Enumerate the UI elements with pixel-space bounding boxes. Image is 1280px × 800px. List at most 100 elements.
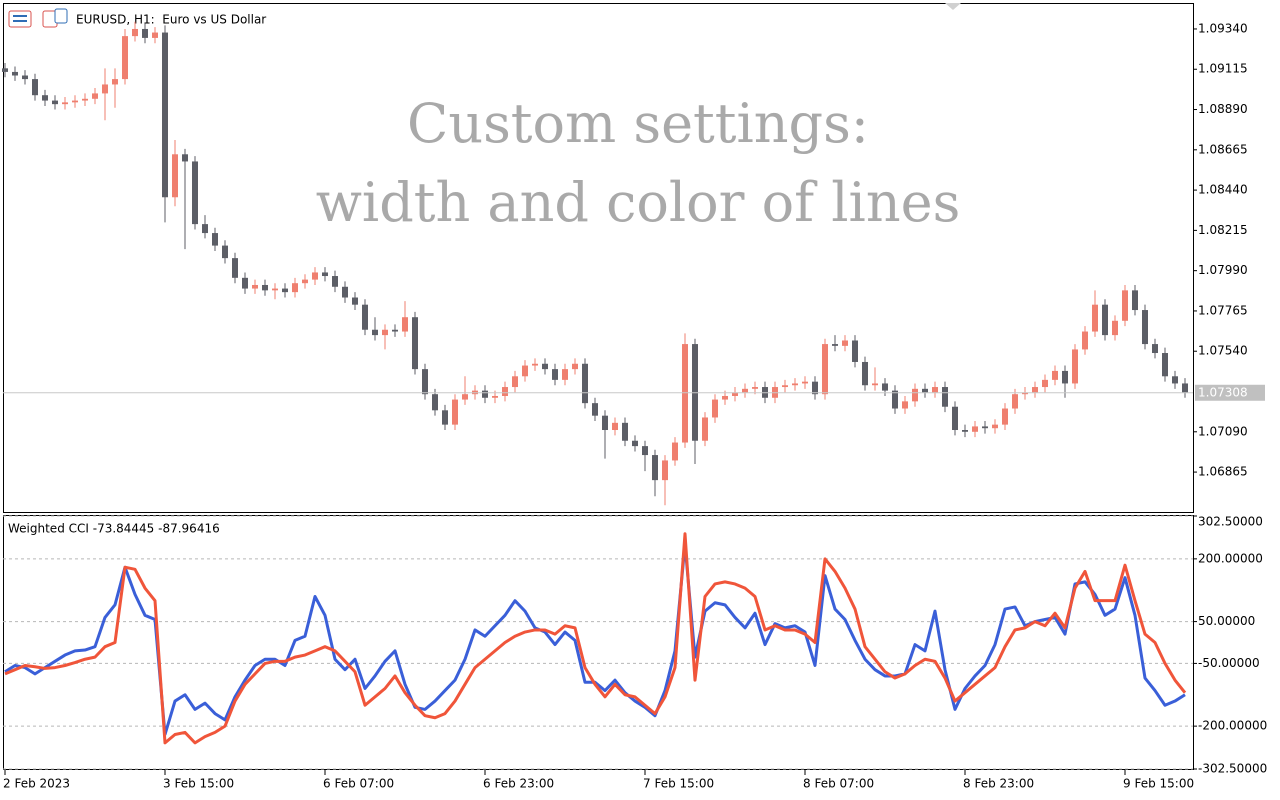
indicator-panel [3,515,1194,770]
candle-body [682,344,688,443]
candle-body [572,363,578,370]
candle-body [882,383,888,391]
candle-body [1142,310,1148,345]
candle-body [1102,304,1108,336]
candle-body [552,369,558,380]
candle-body [972,426,978,432]
candle-body [152,32,158,38]
y-tick-label: 50.00000 [1198,614,1255,628]
candle-body [902,401,908,409]
y-tick-label: 1.06865 [1198,465,1248,479]
candle-body [632,440,638,447]
y-tick-label: -50.00000 [1198,656,1260,670]
candle-body [112,79,118,85]
candle-body [72,100,78,103]
y-tick-label: 1.07090 [1198,424,1248,438]
candle-body [612,422,618,431]
candle-body [712,399,718,418]
candle-body [1002,408,1008,425]
chart-title: EURUSD, H1: Euro vs US Dollar [76,13,266,27]
x-tick-label: 9 Feb 15:00 [1123,777,1194,791]
candle-body [122,36,128,80]
current-price-label: 1.07308 [1198,385,1248,399]
candle-body [562,369,568,380]
candle-body [672,442,678,461]
candle-body [642,446,648,456]
candle-body [252,284,258,289]
candle-body [202,224,208,234]
candle-body [662,460,668,481]
candle-body [362,304,368,330]
candle-body [1172,376,1178,384]
candle-body [62,102,68,105]
candle-body [502,387,508,396]
shift-marker [945,3,961,10]
icon [54,8,68,24]
candle-body [322,272,328,277]
candle-body [372,329,378,336]
candle-body [1032,387,1038,393]
candle-body [302,279,308,284]
candle-body [482,390,488,398]
candle-body [1092,304,1098,332]
candle-body [452,399,458,425]
candle-body [352,297,358,305]
candle-body [592,403,598,416]
x-tick-label: 7 Feb 15:00 [643,777,714,791]
candle-body [132,28,138,37]
candle-body [842,340,848,346]
candle-body [542,363,548,370]
x-tick-label: 2 Feb 2023 [3,777,70,791]
candle-body [232,258,238,278]
y-tick-label: 1.08665 [1198,142,1248,156]
candle-body [792,383,798,386]
candle-body [1082,331,1088,350]
x-tick-label: 6 Feb 07:00 [323,777,394,791]
candle-body [1122,290,1128,321]
annotation: Custom settings: [407,92,869,155]
candle-body [1132,290,1138,311]
candle-body [12,71,18,76]
candle-body [402,317,408,332]
candle-body [172,154,178,198]
candle-body [332,276,338,287]
candle-body [582,363,588,404]
candle-body [1162,353,1168,377]
candle-body [512,376,518,388]
candle-body [262,284,268,291]
candle-body [442,410,448,425]
candle-body [52,100,58,105]
candle-body [342,286,348,298]
candle-body [942,387,948,407]
candle-body [272,288,278,291]
candle-body [822,344,828,395]
icon [8,10,32,28]
candle-body [392,329,398,332]
candle-body [1012,394,1018,409]
candle-body [162,32,168,198]
candle-body [832,344,838,346]
candle-body [422,369,428,395]
candle-body [2,68,8,72]
candle-body [492,395,498,398]
candle-body [852,340,858,362]
candle-body [892,390,898,409]
candle-body [872,383,878,386]
candle-body [752,387,758,389]
y-tick-label: 1.09115 [1198,62,1248,76]
candle-body [702,417,708,441]
candle-body [82,98,88,101]
candle-body [1072,349,1078,384]
candle-body [192,161,198,225]
y-tick-label: -200.00000 [1198,719,1267,733]
candle-body [862,361,868,386]
y-tick-label: 302.50000 [1198,515,1263,529]
x-tick-label: 8 Feb 07:00 [803,777,874,791]
candle-body [222,245,228,259]
main-panel [3,3,1194,513]
candle-body [212,233,218,246]
candle-body [732,392,738,396]
y-tick-label: 200.00000 [1198,551,1263,565]
candle-body [812,381,818,395]
